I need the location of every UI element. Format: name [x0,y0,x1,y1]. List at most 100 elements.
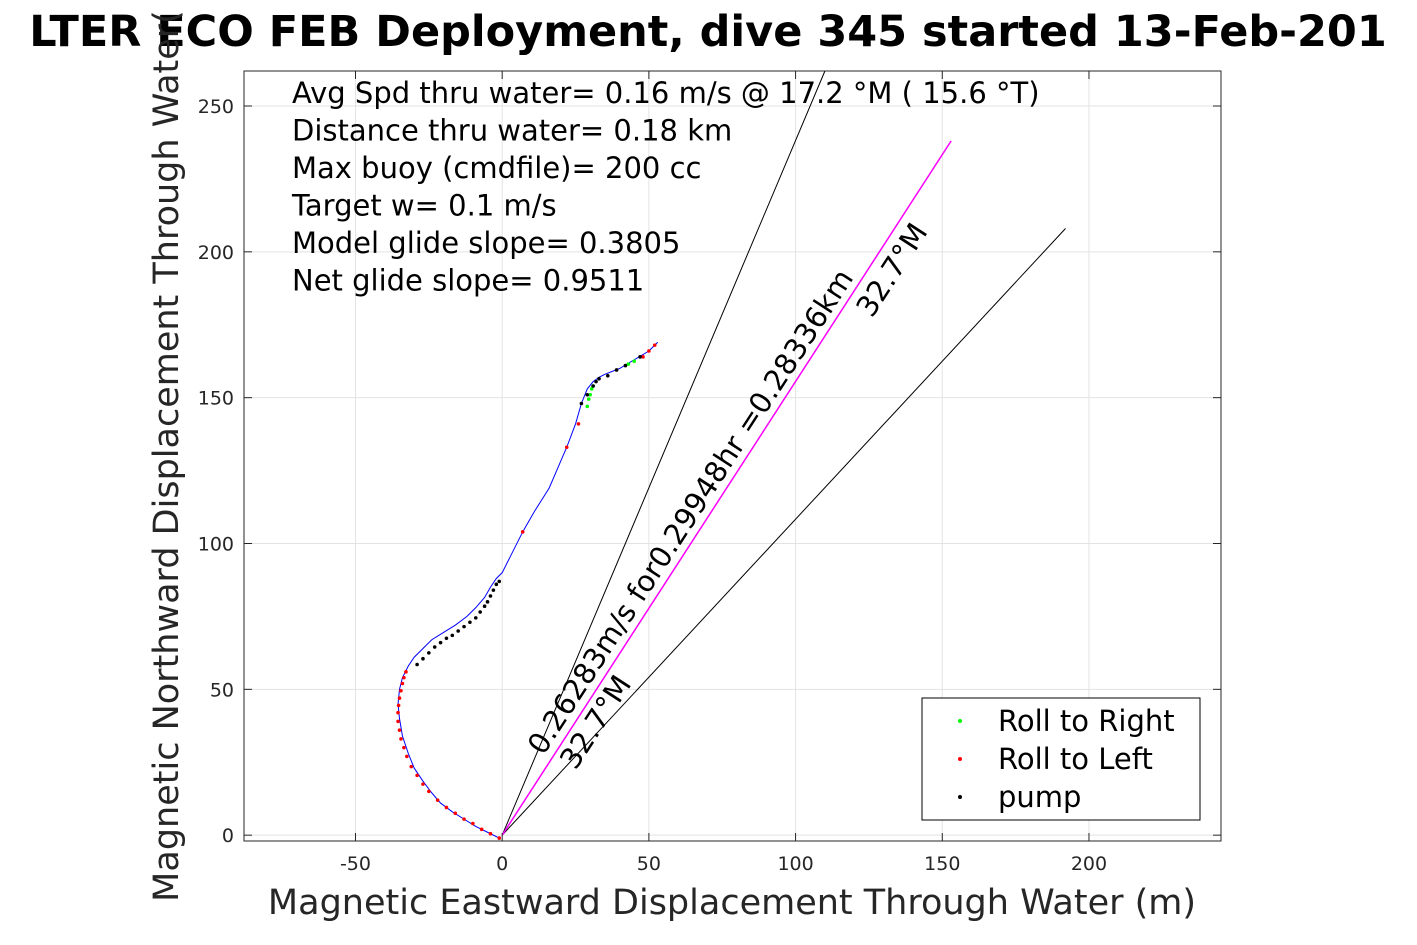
point-pump [468,620,472,625]
point-pump [606,373,610,378]
point-roll-to-left [462,817,466,821]
point-roll-to-left [497,836,502,840]
point-roll-to-right [626,362,631,366]
fan-line [501,70,826,836]
legend-box [921,697,1201,821]
point-roll-to-left [405,754,409,759]
point-roll-to-right [585,404,590,409]
point-pump [485,600,490,604]
point-roll-to-left [402,675,406,680]
stats-line: Target w= 0.1 m/s [291,189,557,223]
legend-label-pump: pump [998,780,1081,814]
y-tick-label: 250 [198,96,234,118]
point-pump [594,379,598,384]
fan-line [501,228,1066,836]
y-axis-label: Magnetic Northward Displacement Through … [147,10,187,902]
point-roll-to-left [647,349,651,353]
point-roll-to-left [488,831,493,836]
point-roll-to-left [427,789,431,794]
legend-marker-roll-left [958,757,962,761]
plot-frame [243,70,1222,842]
point-roll-to-right [588,392,593,397]
point-roll-to-left [399,737,403,741]
point-roll-to-left [396,719,400,724]
point-pump [432,645,437,649]
y-tick-label: 50 [210,679,234,701]
stats-line: Max buoy (cmdfile)= 200 cc [292,151,701,185]
point-roll-to-left [396,710,400,715]
point-roll-to-left [396,703,401,708]
point-pump [494,582,499,587]
point-pump [614,368,619,372]
y-tick-label: 100 [198,534,234,556]
point-roll-to-left [421,782,425,786]
point-pump [579,401,584,406]
point-roll-to-right [589,387,594,391]
x-tick-label: 200 [1071,853,1107,875]
point-pump [488,594,493,598]
point-roll-to-left [400,681,405,686]
y-tick-label: 150 [198,388,234,410]
point-roll-to-left [479,827,484,832]
track-line [397,341,659,839]
point-pump [427,651,431,655]
stats-line: Model glide slope= 0.3805 [292,226,680,260]
point-pump [491,588,496,592]
stats-line: Net glide slope= 0.9511 [292,264,644,298]
point-roll-to-left [641,355,645,359]
current-vector-line [501,140,952,836]
stats-line: Distance thru water= 0.18 km [292,114,732,148]
point-pump [597,376,601,381]
point-pump [415,662,419,667]
x-tick-label: 50 [637,853,661,875]
point-roll-to-left [520,530,525,534]
x-axis-label: Magnetic Eastward Displacement Through W… [268,883,1196,923]
x-tick-label: 150 [924,853,960,875]
point-roll-to-left [404,670,408,674]
point-roll-to-right [586,397,591,401]
point-roll-to-right [632,359,637,364]
point-roll-to-left [415,773,419,778]
point-pump [438,640,443,645]
y-tick-label: 0 [222,825,234,847]
y-tick-label: 200 [198,242,234,264]
point-roll-to-left [399,688,403,693]
point-pump [623,363,628,368]
legend-marker-pump [958,795,962,799]
chart-title: LTER ECO FEB Deployment, dive 345 starte… [29,7,1387,57]
point-pump [482,604,487,609]
x-tick-label: -50 [340,853,371,875]
point-pump [444,636,449,641]
track-polyline [397,341,659,839]
axis-ticks: -50 0 50 100 150 200 0 50 100 150 200 250 [198,71,1221,875]
x-tick-label: 100 [777,853,813,875]
point-roll-to-left [471,821,475,826]
legend: Roll to Right Roll to Left pump [921,697,1201,821]
point-pump [591,384,595,388]
point-pump [421,656,425,661]
point-roll-to-left [652,343,657,347]
current-line [501,140,952,836]
point-roll-to-left [397,696,402,700]
point-pump [497,579,502,584]
stats-line: Avg Spd thru water= 0.16 m/s @ 17.2 °M (… [292,76,1040,110]
point-pump [450,633,455,638]
point-roll-to-left [576,422,581,426]
x-tick-label: 0 [496,853,508,875]
stats-text-block: Avg Spd thru water= 0.16 m/s @ 17.2 °M (… [291,76,1040,298]
point-roll-to-left [444,805,449,810]
point-pump [456,629,460,633]
point-pump [585,392,590,397]
legend-marker-roll-right [958,719,962,723]
point-roll-to-left [564,445,569,450]
legend-label-roll-left: Roll to Left [998,742,1153,776]
grid-lines [244,71,1221,841]
track-markers [396,343,657,840]
point-roll-to-left [397,728,402,732]
point-roll-to-left [435,798,440,802]
point-roll-to-left [402,745,406,750]
point-pump [638,355,642,359]
point-roll-to-left [409,764,414,769]
legend-label-roll-right: Roll to Right [998,704,1175,738]
